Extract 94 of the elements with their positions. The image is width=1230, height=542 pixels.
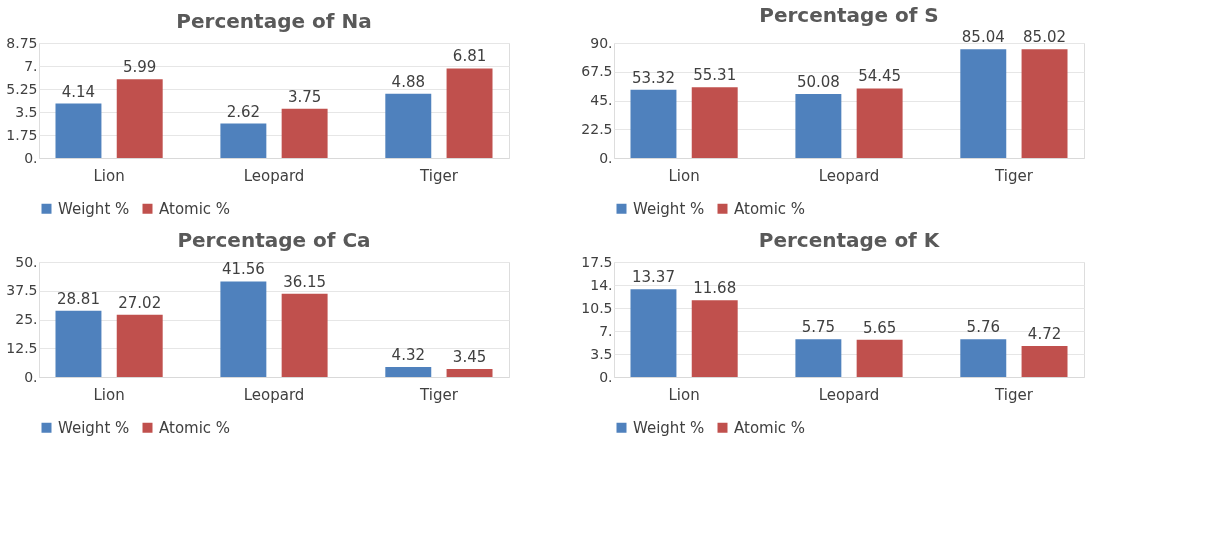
legend-label: Weight % [633, 418, 705, 437]
data-label: 53.32 [631, 68, 675, 87]
x-tick-label: Tiger [994, 385, 1034, 404]
bar [1021, 49, 1068, 158]
legend-label: Weight % [58, 418, 130, 437]
data-label: 4.72 [1027, 324, 1062, 343]
bar [220, 123, 267, 158]
y-tick-label: 17.5 [581, 253, 613, 270]
data-label: 28.81 [56, 289, 100, 308]
chart-title: Percentage of Na [176, 9, 372, 33]
data-label: 3.45 [452, 348, 487, 367]
bar [795, 339, 842, 377]
legend-label: Atomic % [734, 418, 806, 437]
data-label: 85.04 [961, 28, 1005, 47]
x-tick-label: Lion [668, 385, 700, 404]
data-label: 27.02 [118, 293, 162, 312]
y-tick-label: 7. [599, 322, 613, 339]
data-label: 6.81 [452, 47, 487, 66]
y-tick-label: 7. [24, 57, 38, 74]
x-tick-label: Leopard [243, 385, 305, 404]
data-label: 36.15 [283, 272, 327, 291]
bar [220, 281, 267, 377]
y-tick-label: 0. [24, 368, 38, 385]
y-tick-label: 14. [590, 276, 613, 293]
y-tick-label: 0. [599, 149, 613, 166]
x-tick-label: Leopard [243, 166, 305, 185]
bar [795, 94, 842, 158]
bar [55, 103, 102, 158]
bar [446, 68, 493, 158]
bar [856, 339, 903, 377]
data-label: 55.31 [693, 66, 737, 85]
y-tick-label: 0. [599, 368, 613, 385]
data-label: 54.45 [858, 67, 902, 86]
data-label: 13.37 [631, 268, 675, 287]
data-label: 5.75 [801, 318, 836, 337]
chart-title: Percentage of S [759, 3, 939, 28]
legend-label: Weight % [58, 199, 130, 218]
x-tick-label: Leopard [818, 385, 880, 404]
bar [55, 310, 102, 377]
bar [691, 87, 738, 158]
bar [116, 314, 163, 377]
data-label: 41.56 [221, 260, 265, 279]
bar [630, 289, 677, 377]
y-tick-label: 90. [590, 34, 613, 51]
legend-label: Atomic % [734, 199, 806, 218]
data-label: 5.99 [123, 58, 157, 77]
bar [1021, 345, 1068, 377]
y-tick-label: 0. [24, 149, 38, 166]
x-tick-label: Lion [668, 166, 700, 185]
bar [116, 79, 163, 158]
bar [856, 88, 903, 158]
x-tick-label: Leopard [818, 166, 880, 185]
data-label: 4.14 [61, 82, 96, 101]
y-tick-label: 12.5 [6, 339, 38, 356]
data-label: 2.62 [226, 102, 261, 121]
x-tick-label: Tiger [419, 166, 459, 185]
y-tick-label: 67.5 [581, 63, 613, 80]
bar [385, 93, 432, 158]
y-tick-label: 45. [590, 92, 613, 108]
bar [281, 293, 328, 377]
y-tick-label: 37.5 [6, 282, 38, 299]
y-tick-label: 1.75 [6, 126, 38, 143]
bar [960, 49, 1007, 158]
data-label: 11.68 [693, 279, 737, 298]
data-label: 50.08 [796, 73, 840, 92]
x-tick-label: Tiger [994, 166, 1034, 185]
data-label: 3.75 [287, 87, 322, 106]
legend-label: Atomic % [159, 199, 231, 218]
y-tick-label: 3.5 [590, 345, 613, 362]
bar [385, 367, 432, 377]
y-tick-label: 10.5 [581, 299, 613, 316]
y-tick-label: 5.25 [6, 80, 38, 97]
data-label: 85.02 [1023, 28, 1067, 47]
bar [691, 300, 738, 377]
legend-label: Atomic % [159, 418, 231, 437]
x-tick-label: Tiger [419, 385, 459, 404]
data-label: 5.76 [966, 318, 1000, 337]
data-label: 4.32 [391, 346, 425, 365]
legend-label: Weight % [633, 199, 705, 218]
data-label: 5.65 [862, 318, 897, 337]
y-tick-label: 22.5 [581, 120, 613, 137]
y-tick-label: 50. [15, 253, 38, 270]
y-tick-label: 3.5 [15, 103, 38, 120]
chart-title: Percentage of Ca [177, 228, 371, 252]
bar [446, 369, 493, 377]
bar [630, 89, 677, 158]
y-tick-label: 8.75 [6, 34, 38, 51]
bar [281, 108, 328, 158]
y-tick-label: 25. [15, 311, 38, 327]
data-label: 4.88 [391, 72, 425, 91]
x-tick-label: Lion [93, 166, 125, 185]
x-tick-label: Lion [93, 385, 125, 404]
bar [960, 339, 1007, 377]
chart-title: Percentage of K [758, 228, 941, 252]
